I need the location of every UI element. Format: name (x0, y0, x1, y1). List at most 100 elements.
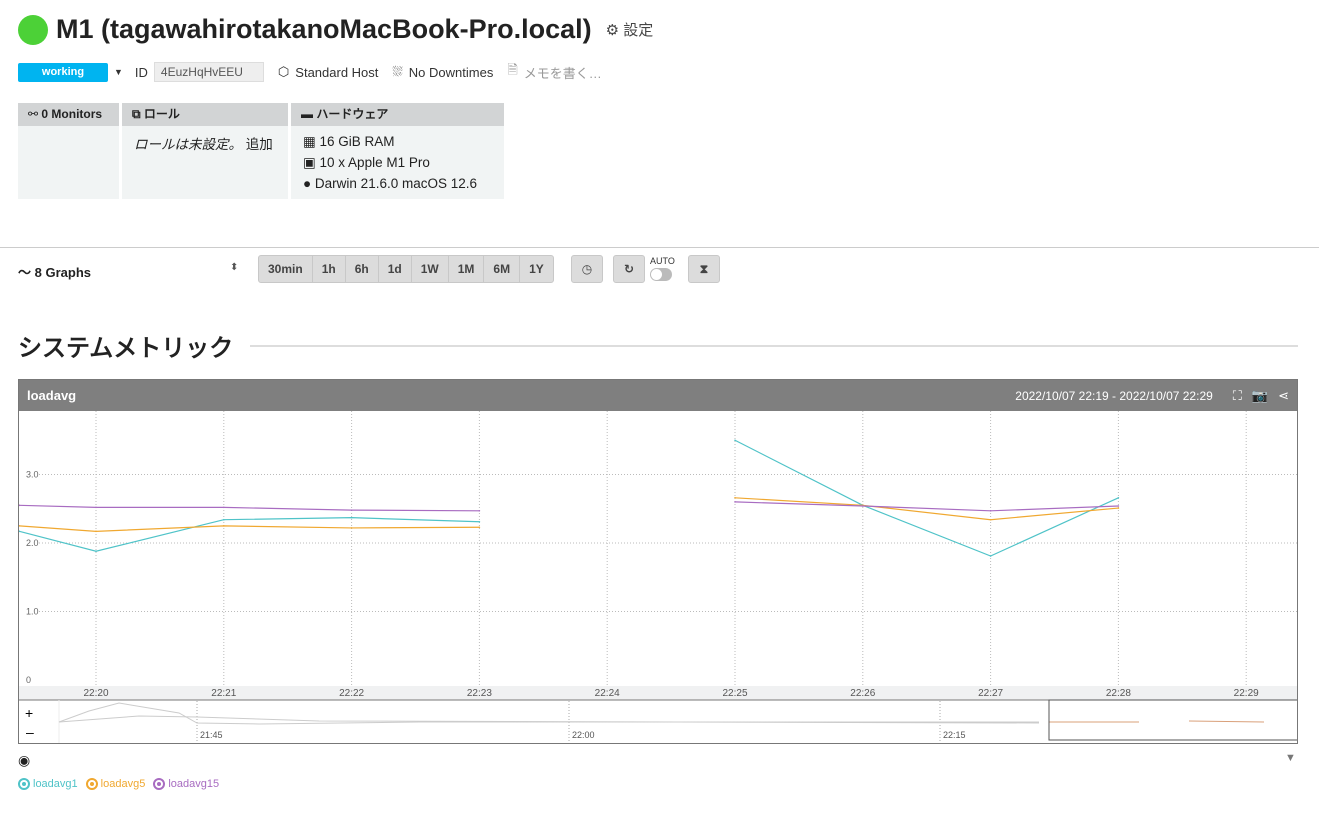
x-tick-label: 22:25 (722, 688, 747, 699)
auto-label: AUTO (650, 256, 675, 266)
x-tick-label: 22:26 (850, 688, 875, 699)
data-point-loadavg15 (734, 501, 736, 503)
data-point-loadavg5 (95, 530, 97, 533)
hourglass-button[interactable]: ⧗ (688, 255, 720, 283)
navigator-selection[interactable] (1048, 699, 1297, 741)
settings-link[interactable]: ⚙ 設定 (606, 19, 654, 40)
y-tick-label: 2.0 (26, 538, 39, 548)
monitors-title[interactable]: 0 Monitors (41, 107, 103, 121)
refresh-button[interactable]: ↻ (613, 255, 645, 283)
camera-icon[interactable]: 📷 (1251, 387, 1269, 403)
status-dot-icon (18, 14, 48, 45)
binoculars-icon: ⚯ (28, 107, 39, 121)
data-point-loadavg5 (734, 496, 736, 499)
settings-label: 設定 (623, 22, 654, 39)
graphs-label: 8 Graphs (34, 265, 91, 280)
host-title: M1 (tagawahirotakanoMacBook-Pro.local) ⚙… (18, 14, 653, 45)
host-name: M1 (tagawahirotakanoMacBook-Pro.local) (56, 14, 592, 44)
x-axis-band (19, 686, 1297, 700)
data-point-loadavg1 (478, 520, 481, 523)
hdd-icon: ▬ (301, 107, 313, 121)
host-type[interactable]: Standard Host (295, 64, 379, 80)
range-1w[interactable]: 1W (412, 256, 449, 282)
cube-icon: ⬡ (277, 64, 290, 79)
legend-item-loadavg1[interactable]: loadavg1 (18, 778, 78, 790)
section-title: システムメトリック (18, 335, 234, 362)
cpu-icon: ▣ (303, 155, 316, 170)
chart-title[interactable]: loadavg (27, 388, 77, 403)
data-point-loadavg5 (223, 525, 225, 527)
data-point-loadavg1 (223, 518, 225, 521)
data-point-loadavg1 (95, 550, 97, 553)
downtimes[interactable]: No Downtimes (408, 64, 494, 80)
x-tick-label: 22:23 (467, 688, 492, 699)
navigator-tick-label: 21:45 (200, 730, 223, 740)
range-1d[interactable]: 1d (379, 256, 412, 282)
graph-icon: 〜 (18, 265, 32, 280)
x-tick-label: 22:20 (83, 688, 108, 699)
id-label: ID (134, 64, 148, 80)
dropdown-icon[interactable]: ▼ (1285, 752, 1296, 764)
x-tick-label: 22:28 (1106, 688, 1131, 699)
clock-button[interactable]: ◷ (571, 255, 603, 283)
range-1h[interactable]: 1h (313, 256, 346, 282)
auto-refresh-toggle[interactable] (650, 268, 672, 281)
range-6m[interactable]: 6M (484, 256, 521, 282)
divider (0, 247, 1319, 248)
range-1m[interactable]: 1M (449, 256, 485, 282)
roles-empty: ロールは未設定。 (134, 137, 242, 152)
host-id-field[interactable]: 4EuzHqHvEEU (153, 62, 264, 82)
x-tick-label: 22:29 (1234, 688, 1259, 699)
legend-marker-icon (18, 778, 30, 790)
series-line-loadavg5 (19, 525, 480, 532)
range-6h[interactable]: 6h (346, 256, 379, 282)
add-role-link[interactable]: 追加 (245, 137, 273, 152)
monitors-box: ⚯ 0 Monitors (18, 103, 119, 199)
navigator-tick-label: 22:15 (943, 730, 966, 740)
y-tick-label: 3.0 (26, 470, 39, 480)
chart-plot[interactable]: 0 1.0 2.0 3.0 22:20 22:21 22:22 22:23 22:24 22:25… (19, 411, 1297, 743)
info-boxes: ⚯ 0 Monitors ⧉ ロール ロールは未設定。 追加 ▬ ハードウェア … (18, 103, 504, 199)
memory-icon: ▦ (303, 134, 316, 149)
data-point-loadavg15 (1117, 505, 1120, 507)
legend-label: loadavg1 (33, 778, 78, 790)
zoom-in-icon[interactable]: + (25, 705, 33, 721)
data-point-loadavg5 (19, 525, 21, 527)
series-line-loadavg15 (734, 501, 1119, 512)
legend-marker-icon (153, 778, 166, 790)
share-icon[interactable]: ⋖ (1278, 387, 1289, 403)
legend-label: loadavg5 (100, 778, 146, 790)
section-divider (250, 345, 1298, 347)
cpu: 10 x Apple M1 Pro (319, 155, 430, 170)
legend-label: loadavg15 (168, 778, 220, 790)
x-tick-label: 22:21 (211, 688, 236, 699)
data-point-loadavg1 (734, 439, 736, 442)
status-dropdown[interactable]: working (18, 62, 108, 82)
data-point-loadavg1 (350, 516, 353, 519)
data-point-loadavg1 (989, 555, 992, 557)
legend-marker-icon (85, 778, 98, 790)
legend-item-loadavg5[interactable]: loadavg5 (85, 778, 146, 790)
sort-icon[interactable]: ⬍ (230, 262, 239, 273)
range-30min[interactable]: 30min (259, 256, 313, 282)
ram: 16 GiB RAM (319, 134, 395, 149)
zoom-out-icon[interactable]: – (26, 724, 34, 740)
os: Darwin 21.6.0 macOS 12.6 (314, 176, 478, 191)
range-1y[interactable]: 1Y (529, 262, 544, 276)
series-line-loadavg1 (19, 517, 480, 552)
refresh-icon: ↻ (623, 262, 635, 276)
data-point-loadavg1 (19, 530, 21, 533)
navigator-series (58, 702, 1039, 725)
caret-down-icon[interactable]: ▼ (114, 67, 123, 77)
hardware-title: ハードウェア (316, 107, 389, 121)
x-tick-label: 22:22 (339, 688, 364, 699)
legend-item-loadavg15[interactable]: loadavg15 (153, 778, 219, 790)
target-icon[interactable]: ◉ (18, 752, 31, 768)
memo-icon: 🗎 (507, 62, 518, 77)
graphs-selector[interactable]: 〜 8 Graphs (18, 262, 91, 281)
host-meta: working ▼ ID 4EuzHqHvEEU ⬡ Standard Host … (18, 61, 602, 83)
memo-input[interactable]: メモを書く… (523, 65, 602, 81)
clock-icon: ◷ (581, 262, 593, 276)
data-point-loadavg15 (95, 506, 97, 509)
expand-icon[interactable]: ⛶ (1232, 387, 1242, 403)
